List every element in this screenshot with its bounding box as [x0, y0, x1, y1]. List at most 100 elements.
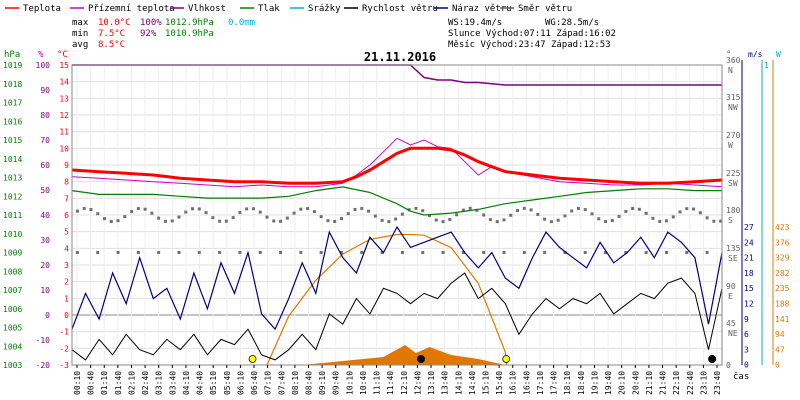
wind-direction-dot: [360, 251, 364, 254]
x-tick-label: 09:10: [318, 371, 327, 395]
wm2-tick-label: 47: [775, 345, 785, 354]
stats-wg: WG:28.5m/s: [545, 18, 599, 28]
wind-direction-dot: [475, 208, 479, 212]
hpa-tick-label: 1015: [3, 136, 22, 145]
x-tick-label: 20:10: [618, 371, 627, 395]
stats-panel: max 10.0°C 100% 1012.9hPa 0.0mm min 7.5°…: [72, 18, 616, 50]
wind-direction-dot: [455, 213, 459, 217]
wind-direction-dot: [644, 211, 648, 215]
moonset-marker: [416, 355, 425, 363]
wind-direction-dot: [197, 251, 201, 254]
humidity-line: [72, 64, 722, 86]
wind-direction-dot: [184, 210, 188, 214]
x-tick-label: 21:10: [645, 371, 654, 395]
wind-direction-dot: [319, 215, 323, 219]
hpa-tick-label: 1008: [3, 267, 22, 276]
ms-tick-label: 18: [744, 269, 754, 278]
x-tick-label: 16:40: [522, 371, 531, 395]
wm2-tick-label: 282: [775, 269, 790, 278]
wind-direction-dot: [434, 218, 438, 222]
ms-axis-label: m/s: [748, 50, 763, 59]
stats-min-label: min: [72, 29, 88, 39]
temp-tick-label: 15: [59, 61, 69, 70]
wind-direction-dot: [299, 251, 303, 254]
legend-label: Tlak: [258, 4, 280, 14]
x-tick-label: 22:40: [686, 371, 695, 395]
wind-direction-dot: [522, 206, 526, 210]
wind-direction-dot: [712, 219, 716, 223]
hpa-tick-label: 1014: [3, 155, 22, 164]
x-tick-label: 00:10: [73, 371, 82, 395]
temp-tick-label: 5: [64, 228, 69, 237]
wind-direction-dot: [157, 216, 161, 220]
wind-direction-dot: [624, 209, 628, 213]
wm2-tick-label: 94: [775, 330, 785, 339]
legend-label: Teplota: [23, 4, 61, 14]
hpa-tick-label: 1006: [3, 305, 22, 314]
wm2-tick-label: 329: [775, 254, 790, 263]
temp-tick-label: 8: [64, 178, 69, 187]
dir-tick-label: 180: [726, 206, 741, 215]
wind-direction-dot: [163, 219, 167, 223]
wind-direction-dot: [326, 219, 330, 223]
stats-max-rain: 0.0mm: [228, 18, 255, 28]
stats-max-temp: 10.0°C: [98, 18, 131, 28]
temp-tick-label: -3: [59, 361, 69, 370]
wind-direction-dot: [631, 207, 635, 211]
temp-tick-label: 1: [64, 294, 69, 303]
pct-tick-label: -20: [36, 361, 51, 370]
wind-direction-dot: [238, 251, 242, 254]
wind-direction-dot: [624, 251, 628, 254]
moonrise-marker: [708, 355, 717, 363]
pct-tick-label: 70: [40, 136, 50, 145]
ms-tick-label: 24: [744, 238, 754, 247]
wind-direction-dot: [441, 251, 445, 254]
dir-tick-label: 315: [726, 93, 741, 102]
legend-label: Srážky: [308, 4, 341, 14]
hpa-tick-label: 1004: [3, 342, 22, 351]
stats-min-temp: 7.5°C: [98, 29, 125, 39]
legend-label: Směr větru: [518, 4, 572, 14]
pct-tick-label: 90: [40, 86, 50, 95]
wind-direction-dot: [644, 251, 648, 254]
x-tick-label: 08:10: [291, 371, 300, 395]
wind-direction-dot: [150, 211, 154, 215]
ms-tick-label: 6: [744, 330, 749, 339]
wind-direction-dot: [373, 214, 377, 218]
wind-direction-dot: [292, 211, 296, 215]
legend-label: Náraz větru: [452, 4, 512, 14]
legend-label: Vlhkost: [188, 4, 226, 14]
wind-direction-dot: [89, 207, 93, 211]
ms-tick-label: 21: [744, 254, 754, 263]
wind-direction-dot: [651, 216, 655, 220]
wind-direction-dot: [441, 220, 445, 224]
x-tick-label: 20:40: [631, 371, 640, 395]
wind-direction-dot: [604, 220, 608, 224]
wind-direction-dot: [299, 207, 303, 211]
wm2-axis-label: W: [776, 50, 781, 59]
wind-direction-dot: [346, 212, 350, 216]
temp-tick-label: 3: [64, 261, 69, 270]
axes: 1019101810171016101510141013101210111010…: [3, 56, 790, 395]
dir-tick-compass: SE: [728, 254, 738, 263]
x-tick-label: 01:40: [114, 371, 123, 395]
x-tick-label: 08:40: [304, 371, 313, 395]
x-tick-label: 02:10: [127, 371, 136, 395]
dir-tick-label: 360: [726, 56, 741, 65]
legend-label: Rychlost větru: [362, 4, 438, 14]
wind-direction-dot: [312, 210, 316, 214]
wind-direction-dot: [319, 251, 323, 254]
x-tick-label: 13:10: [427, 371, 436, 395]
wind-direction-dot: [597, 217, 601, 221]
wind-direction-dot: [698, 211, 702, 215]
wind-direction-dot: [664, 251, 668, 254]
wind-direction-dot: [136, 251, 140, 254]
sunrise-marker: [248, 355, 257, 363]
wind-direction-dot: [116, 219, 120, 223]
hpa-tick-label: 1018: [3, 80, 22, 89]
wind-direction-dot: [502, 251, 506, 254]
wind-direction-dot: [82, 206, 86, 210]
x-tick-label: 13:40: [441, 371, 450, 395]
dir-tick-compass: E: [728, 292, 733, 301]
x-tick-label: 04:40: [196, 371, 205, 395]
